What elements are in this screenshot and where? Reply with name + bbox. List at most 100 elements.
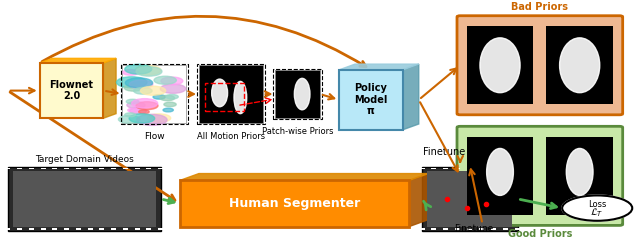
Text: Policy
Model
π: Policy Model π: [355, 83, 388, 116]
Text: Loss: Loss: [588, 200, 606, 209]
Circle shape: [160, 95, 175, 101]
Bar: [431, 167, 436, 169]
FancyBboxPatch shape: [467, 26, 534, 105]
Bar: [99, 167, 104, 169]
FancyBboxPatch shape: [339, 70, 403, 130]
Text: Patch-wise Priors: Patch-wise Priors: [262, 128, 333, 136]
FancyBboxPatch shape: [8, 167, 161, 231]
Text: Bad Priors: Bad Priors: [511, 2, 568, 12]
Circle shape: [140, 86, 166, 95]
Bar: [455, 228, 460, 230]
Circle shape: [164, 102, 176, 107]
Bar: [515, 167, 520, 169]
Circle shape: [139, 110, 149, 114]
FancyBboxPatch shape: [546, 26, 613, 105]
Bar: [88, 167, 93, 169]
Polygon shape: [180, 174, 428, 181]
Text: Target Domain Videos: Target Domain Videos: [35, 155, 134, 164]
Ellipse shape: [212, 79, 228, 107]
Circle shape: [125, 64, 152, 74]
Bar: [479, 167, 484, 169]
FancyBboxPatch shape: [122, 65, 186, 123]
Bar: [491, 167, 496, 169]
Circle shape: [132, 99, 157, 108]
Circle shape: [126, 99, 139, 104]
Polygon shape: [103, 58, 116, 118]
FancyBboxPatch shape: [457, 126, 623, 225]
Ellipse shape: [486, 148, 513, 196]
Ellipse shape: [559, 38, 600, 93]
Circle shape: [130, 108, 147, 114]
Circle shape: [160, 84, 186, 93]
Bar: [455, 167, 460, 169]
Bar: [52, 167, 58, 169]
Bar: [123, 167, 128, 169]
Polygon shape: [339, 64, 419, 70]
Bar: [88, 228, 93, 230]
Bar: [444, 228, 449, 230]
FancyBboxPatch shape: [13, 171, 156, 227]
Text: $\mathcal{L}_T$: $\mathcal{L}_T$: [591, 206, 604, 219]
FancyBboxPatch shape: [275, 70, 320, 118]
Bar: [503, 167, 508, 169]
FancyBboxPatch shape: [546, 137, 613, 215]
Circle shape: [129, 80, 153, 89]
Bar: [147, 167, 152, 169]
Bar: [431, 228, 436, 230]
Bar: [64, 228, 69, 230]
Bar: [515, 228, 520, 230]
Text: Flow: Flow: [144, 132, 164, 141]
Circle shape: [123, 69, 138, 75]
Bar: [467, 228, 472, 230]
FancyBboxPatch shape: [457, 16, 623, 115]
FancyBboxPatch shape: [180, 181, 409, 227]
Bar: [503, 228, 508, 230]
Circle shape: [136, 102, 158, 110]
Bar: [76, 167, 81, 169]
Ellipse shape: [234, 81, 246, 114]
Polygon shape: [403, 64, 419, 130]
Ellipse shape: [294, 78, 310, 110]
Bar: [99, 228, 104, 230]
Bar: [5, 228, 10, 230]
Bar: [158, 167, 163, 169]
FancyBboxPatch shape: [427, 171, 513, 227]
Ellipse shape: [480, 38, 520, 93]
Circle shape: [134, 87, 152, 94]
Circle shape: [161, 77, 183, 85]
Bar: [111, 167, 116, 169]
Bar: [111, 228, 116, 230]
Circle shape: [154, 76, 177, 84]
Bar: [134, 167, 140, 169]
Text: All Motion Priors: All Motion Priors: [196, 132, 265, 141]
Bar: [40, 228, 45, 230]
Circle shape: [116, 77, 147, 88]
Bar: [419, 228, 424, 230]
Bar: [147, 228, 152, 230]
Bar: [52, 228, 58, 230]
Text: Human Segmenter: Human Segmenter: [229, 197, 360, 210]
FancyBboxPatch shape: [467, 137, 534, 215]
Bar: [76, 228, 81, 230]
Circle shape: [135, 66, 161, 75]
Bar: [64, 167, 69, 169]
Bar: [444, 167, 449, 169]
Circle shape: [147, 114, 171, 122]
Bar: [467, 167, 472, 169]
Text: Flownet
2.0: Flownet 2.0: [49, 80, 93, 101]
Circle shape: [128, 108, 139, 112]
Bar: [419, 167, 424, 169]
Bar: [158, 228, 163, 230]
Polygon shape: [409, 174, 428, 227]
Circle shape: [125, 78, 152, 88]
Bar: [29, 167, 34, 169]
Circle shape: [562, 196, 632, 221]
FancyBboxPatch shape: [422, 167, 518, 231]
Text: Finetune: Finetune: [454, 224, 493, 233]
Bar: [5, 167, 10, 169]
Circle shape: [136, 67, 162, 76]
Circle shape: [127, 102, 145, 108]
Circle shape: [118, 115, 140, 123]
Circle shape: [125, 113, 136, 117]
FancyBboxPatch shape: [40, 63, 103, 118]
